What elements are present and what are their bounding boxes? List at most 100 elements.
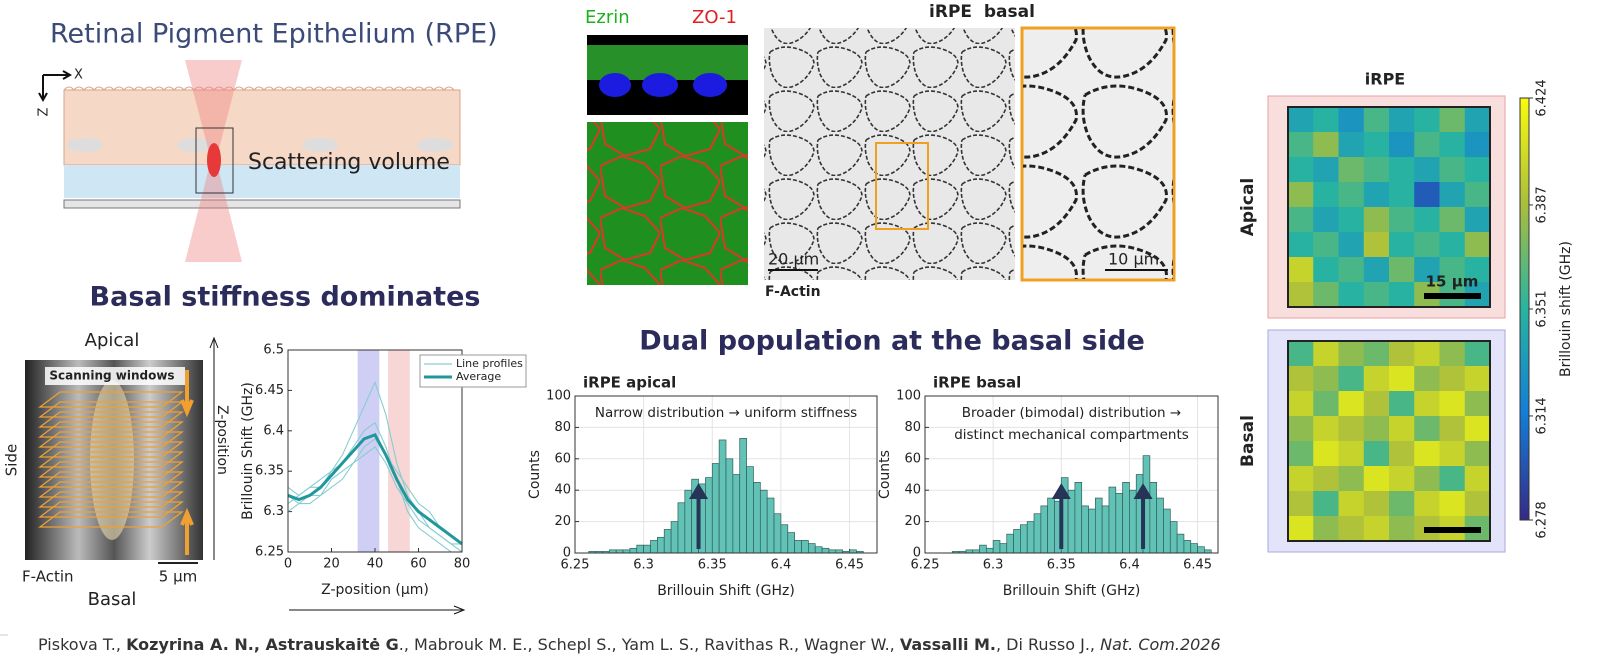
- zoom-network: [1023, 29, 1173, 279]
- heat-cell: [1364, 466, 1390, 491]
- heat-cell: [1414, 132, 1440, 157]
- heat-cell: [1389, 441, 1415, 466]
- heat-cell: [1389, 257, 1415, 282]
- heat-cell: [1465, 441, 1491, 466]
- heat-cell: [1414, 232, 1440, 257]
- heat-cell: [1288, 491, 1314, 516]
- heat-cell: [1313, 341, 1339, 366]
- annotation: distinct mechanical compartments: [954, 427, 1189, 443]
- heat-cell: [1389, 157, 1415, 182]
- colorbar-tick-label: 6.278: [1535, 501, 1550, 538]
- bar: [719, 440, 726, 553]
- heat-cell: [1288, 232, 1314, 257]
- substrate: [64, 200, 460, 208]
- heat-cell: [1364, 282, 1390, 307]
- bar: [986, 548, 993, 553]
- heat-cell: [1389, 282, 1415, 307]
- heat-cell: [1414, 182, 1440, 207]
- bar: [657, 537, 664, 553]
- bar: [1157, 498, 1164, 553]
- actin-network: [764, 28, 1015, 280]
- heat-cell: [1288, 157, 1314, 182]
- bar: [980, 545, 987, 553]
- x-tick-label: 6.4: [771, 558, 792, 573]
- x-axis-label: Z-position (µm): [321, 582, 429, 598]
- colorbar-tick-label: 6.424: [1535, 79, 1550, 116]
- heat-cell: [1414, 341, 1440, 366]
- image-title: iRPE basal: [929, 2, 1035, 22]
- heat-cell: [1339, 366, 1365, 391]
- bar: [1184, 540, 1191, 553]
- zo1-label: ZO-1: [692, 7, 737, 28]
- scale-label: 20 µm: [768, 250, 819, 269]
- heat-cell: [1339, 107, 1365, 132]
- bar: [644, 545, 651, 553]
- heat-cell: [1364, 341, 1390, 366]
- heat-cell: [1313, 441, 1339, 466]
- heat-cell: [1288, 132, 1314, 157]
- chart-title: iRPE apical: [583, 374, 676, 392]
- bar: [1014, 529, 1021, 553]
- citation-part: , Di Russo J.,: [996, 635, 1100, 654]
- annotation: Narrow distribution → uniform stiffness: [595, 405, 857, 421]
- heat-cell: [1414, 466, 1440, 491]
- heat-cell: [1313, 466, 1339, 491]
- heat-cell: [1389, 132, 1415, 157]
- bar: [664, 529, 671, 553]
- x-tick-label: 6.4: [1119, 558, 1140, 573]
- heat-cell: [1288, 391, 1314, 416]
- heat-cell: [1313, 516, 1339, 541]
- bar: [740, 438, 747, 553]
- scanning-label: Scanning windows: [49, 369, 174, 383]
- heat-cell: [1313, 257, 1339, 282]
- bar: [808, 544, 815, 553]
- heat-cell: [1364, 391, 1390, 416]
- heat-cell: [1339, 516, 1365, 541]
- heat-cell: [1313, 207, 1339, 232]
- bar: [815, 547, 822, 553]
- heat-cell: [1288, 282, 1314, 307]
- bar: [1177, 534, 1184, 553]
- bar: [1007, 534, 1014, 553]
- heat-cell: [1465, 232, 1491, 257]
- y-tick-label: 6.35: [255, 464, 284, 479]
- axis-x: X: [74, 68, 83, 83]
- bar: [726, 459, 733, 553]
- x-axis-label: Brillouin Shift (GHz): [657, 583, 795, 599]
- y-tick-label: 80: [554, 420, 571, 435]
- heat-cell: [1364, 132, 1390, 157]
- citation: Piskova T., Kozyrina A. N., Astrauskaitė…: [38, 635, 1221, 654]
- heat-cell: [1414, 416, 1440, 441]
- bar: [651, 540, 658, 553]
- x-tick-label: 20: [323, 557, 340, 572]
- nucleus: [642, 73, 678, 97]
- bar: [822, 548, 829, 553]
- heat-cell: [1465, 182, 1491, 207]
- bar: [685, 490, 692, 553]
- panel-label: Apical: [1238, 178, 1258, 237]
- heat-cell: [1465, 466, 1491, 491]
- heat-cell: [1389, 391, 1415, 416]
- heat-cell: [1465, 157, 1491, 182]
- bar: [1000, 544, 1007, 553]
- heat-cell: [1313, 491, 1339, 516]
- heat-cell: [1313, 366, 1339, 391]
- bar: [767, 498, 774, 553]
- heat-cell: [1414, 207, 1440, 232]
- section-heading: Dual population at the basal side: [639, 326, 1145, 357]
- heat-cell: [1288, 416, 1314, 441]
- colorbar: [1520, 98, 1529, 520]
- heat-cell: [1339, 341, 1365, 366]
- basal-label: Basal: [88, 589, 137, 610]
- heat-cell: [1389, 366, 1415, 391]
- bar: [705, 478, 712, 553]
- heat-cell: [1440, 157, 1466, 182]
- heat-cell: [1313, 232, 1339, 257]
- bar: [1170, 522, 1177, 553]
- heat-cell: [1389, 341, 1415, 366]
- bar: [1068, 490, 1075, 553]
- citation-part: ., Mabrouk M. E., Schepl S., Yam L. S., …: [399, 635, 900, 654]
- nucleus: [693, 73, 727, 97]
- heat-cell: [1440, 366, 1466, 391]
- bar: [1095, 498, 1102, 553]
